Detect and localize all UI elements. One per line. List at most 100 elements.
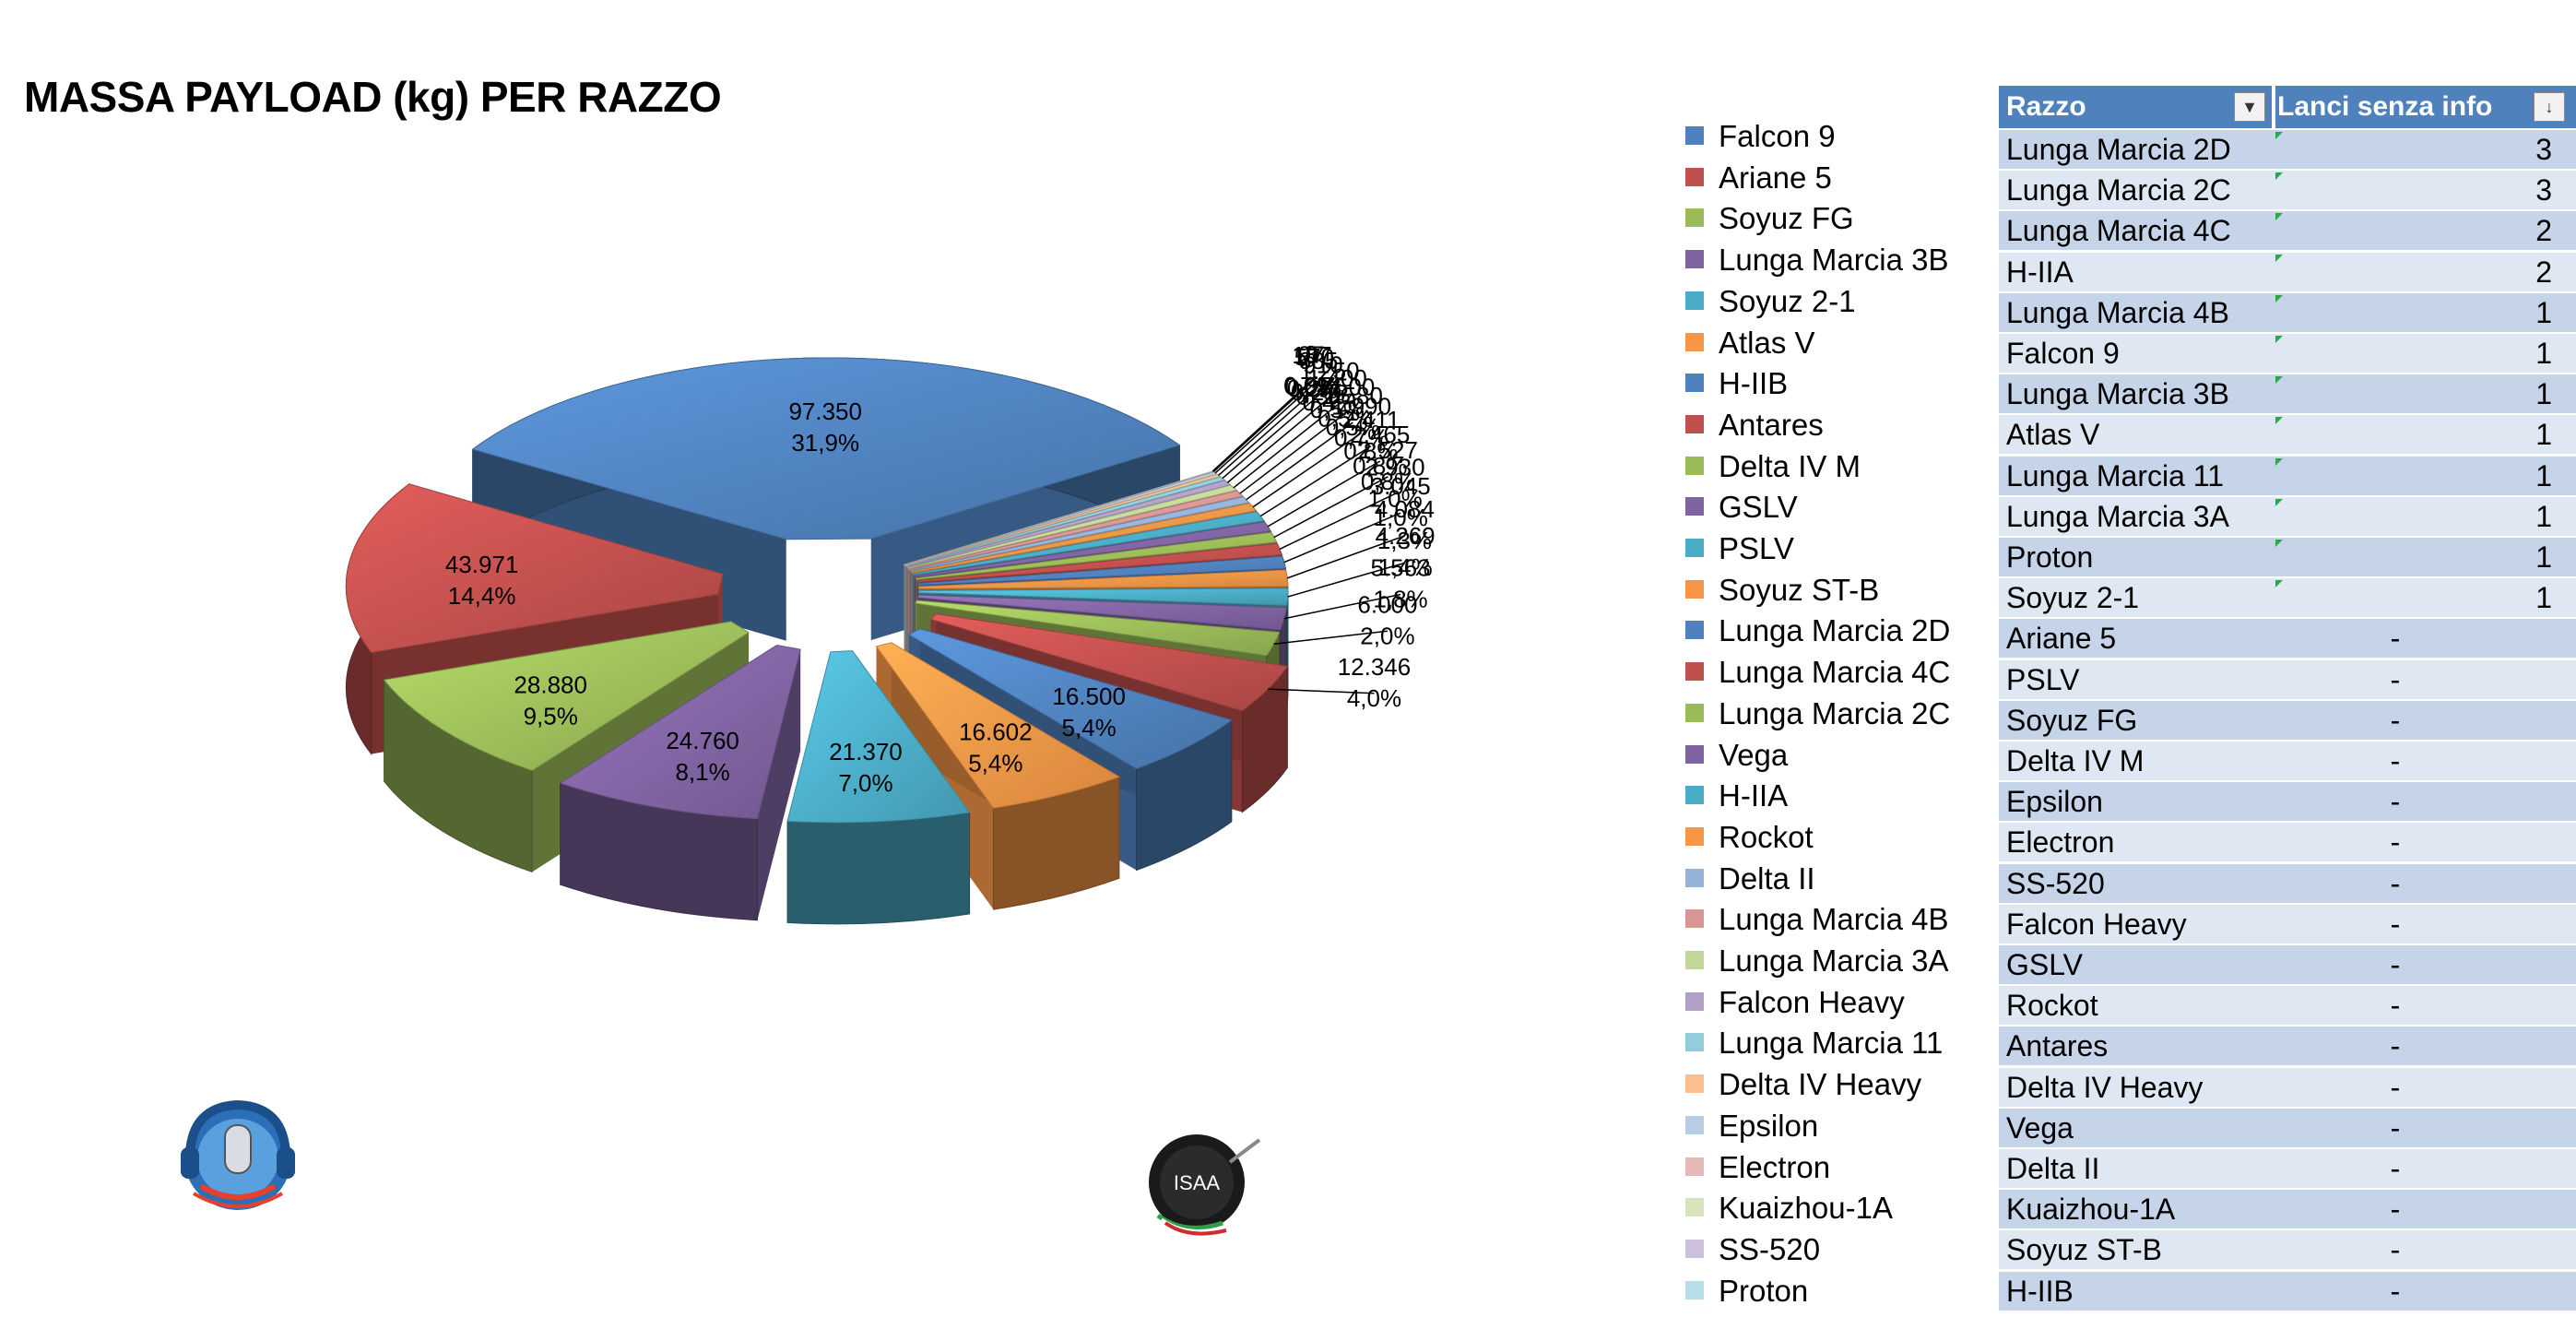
cell-lanci-senza-info: 3 (2535, 173, 2552, 208)
launches-table: Razzo ▼ Lanci senza info ↓ Lunga Marcia … (1999, 86, 2576, 1311)
pie-slice (786, 650, 971, 925)
leader-line (1273, 476, 1388, 539)
legend-label: Lunga Marcia 4B (1719, 902, 1949, 937)
legend-label: Falcon 9 (1719, 119, 1836, 153)
legend-swatch (1685, 786, 1704, 805)
legend-swatch (1685, 456, 1704, 475)
legend-swatch (1685, 1198, 1704, 1217)
table-header: Razzo ▼ Lanci senza info ↓ (1999, 86, 2576, 128)
legend-label: Electron (1719, 1149, 1831, 1184)
legend-label: PSLV (1719, 531, 1794, 565)
cell-razzo: Kuaizhou-1A (2006, 1193, 2176, 1227)
legend-label: Rockot (1719, 819, 1814, 854)
cell-razzo: Antares (2006, 1029, 2109, 1063)
cell-lanci-senza-info: 2 (2535, 255, 2552, 289)
leader-line (1273, 630, 1388, 646)
cell-razzo: Rockot (2006, 989, 2098, 1023)
cell-lanci-senza-info: 1 (2535, 418, 2552, 452)
cell-lanci-senza-info: - (2390, 989, 2401, 1023)
legend-label: Kuaizhou-1A (1719, 1191, 1893, 1226)
sort-descending-icon[interactable]: ↓ (2534, 92, 2565, 122)
cell-lanci-senza-info: - (2390, 1193, 2401, 1227)
leader-line (1268, 688, 1375, 694)
leader-line (1279, 492, 1396, 551)
slice-percent-label: 0,8% (1361, 468, 1415, 495)
cell-lanci-senza-info: - (2390, 785, 2401, 819)
slice-percent-label: 0,5% (1318, 404, 1372, 432)
legend-swatch (1685, 208, 1704, 228)
cell-razzo: H-IIB (2006, 1274, 2074, 1308)
cell-lanci-senza-info: - (2390, 1233, 2401, 1267)
cell-razzo: Proton (2006, 540, 2094, 574)
cell-lanci-senza-info: - (2390, 825, 2401, 860)
slice-percent-label: 1,0% (1367, 484, 1422, 512)
legend-swatch (1685, 332, 1704, 351)
leader-line (1239, 412, 1346, 494)
slice-value-label: 6.000 (1357, 590, 1417, 618)
legend-label: Atlas V (1719, 325, 1815, 360)
leader-line (1252, 432, 1363, 508)
slice-value-label: 12.346 (1338, 653, 1412, 681)
cell-razzo: Electron (2006, 825, 2115, 860)
cell-error-indicator (2275, 580, 2283, 588)
cell-razzo: SS-520 (2006, 866, 2105, 900)
leader-line (1214, 383, 1315, 474)
cell-razzo: Lunga Marcia 11 (2006, 458, 2224, 492)
legend-label: Lunga Marcia 3B (1719, 243, 1949, 278)
legend-swatch (1685, 826, 1704, 846)
table-row: Soyuz 2-1 1 (1999, 576, 2576, 618)
slice-value-label: 2.527 (1358, 436, 1418, 464)
table-row: Ariane 5 - (1999, 617, 2576, 659)
legend-swatch (1685, 951, 1704, 969)
leader-line (1211, 380, 1312, 472)
table-row: Soyuz FG - (1999, 698, 2576, 740)
legend-swatch (1685, 744, 1704, 764)
slice-percent-label: 7,0% (838, 769, 892, 797)
legend-swatch (1685, 291, 1704, 310)
legend-label: Epsilon (1719, 1108, 1819, 1143)
slice-value-label: 1.580 (1323, 382, 1383, 409)
table-row: Delta IV Heavy - (1999, 1065, 2576, 1107)
header-razzo: Razzo (2006, 91, 2086, 122)
legend-swatch (1685, 1157, 1704, 1176)
slice-value-label: 3 (1305, 340, 1318, 368)
table-row: Lunga Marcia 11 1 (1999, 454, 2576, 495)
table-row: Proton 1 (1999, 536, 2576, 576)
leader-line (1267, 460, 1381, 528)
legend-swatch (1685, 909, 1704, 929)
cell-razzo: GSLV (2006, 948, 2083, 981)
cell-lanci-senza-info: 1 (2535, 337, 2552, 370)
cell-error-indicator (2275, 172, 2283, 181)
slice-value-label: 1.250 (1299, 357, 1359, 385)
legend-swatch (1685, 1074, 1704, 1094)
legend-label: SS-520 (1719, 1231, 1821, 1266)
table-row: Soyuz ST-B - (1999, 1228, 2576, 1270)
cell-razzo: Lunga Marcia 2D (2006, 133, 2231, 166)
pie-slice (559, 645, 801, 921)
slice-percent-label: 1,8% (1373, 586, 1427, 613)
cell-lanci-senza-info: - (2390, 948, 2401, 981)
cell-error-indicator (2275, 213, 2283, 221)
table-row: SS-520 - (1999, 861, 2576, 903)
legend-swatch (1685, 1280, 1704, 1299)
cell-lanci-senza-info: 1 (2535, 377, 2552, 411)
legend-label: Delta II (1719, 860, 1815, 896)
table-row: H-IIA 2 (1999, 250, 2576, 291)
slice-value-label: 97 (1298, 341, 1325, 369)
table-row: Vega - (1999, 1106, 2576, 1147)
isaa-logo-icon: ISAA (1149, 1134, 1261, 1236)
cell-error-indicator (2275, 540, 2283, 547)
filter-dropdown-icon[interactable]: ▼ (2234, 92, 2265, 122)
pie-chart: 97.350 31,9% 43.971 14,4% 28.880 9,5% 24.760 8,… (345, 340, 1436, 925)
table-row: Lunga Marcia 4C 2 (1999, 209, 2576, 251)
slice-value-label: 97.350 (788, 398, 862, 425)
legend-swatch (1685, 662, 1704, 682)
legend-label: H-IIB (1719, 366, 1789, 401)
leader-line (1246, 421, 1353, 501)
header-lanci-senza-info: Lanci senza info (2277, 91, 2493, 122)
slice-percent-label: 0,0% (1284, 373, 1339, 400)
table-row: Lunga Marcia 2C 3 (1999, 169, 2576, 210)
legend-swatch (1685, 1115, 1704, 1134)
legend-label: Lunga Marcia 3A (1719, 943, 1949, 978)
leader-line (1286, 535, 1405, 579)
